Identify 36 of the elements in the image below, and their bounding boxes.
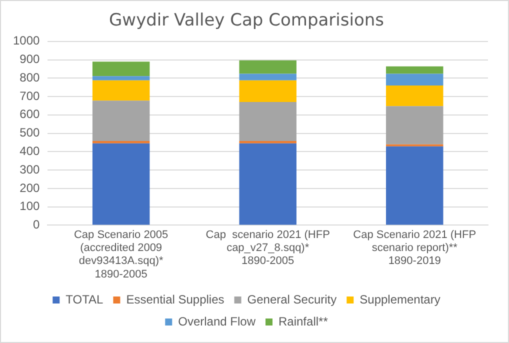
x-tick-label: Cap Scenario 2021 (HFP scenario report)** 1890-2019 xyxy=(353,228,476,268)
bar xyxy=(239,143,296,225)
bar xyxy=(92,62,150,76)
y-tick-label: 600 xyxy=(20,107,40,122)
bar xyxy=(239,60,296,74)
legend-label: Rainfall** xyxy=(278,314,328,328)
chart-title: Gwydir Valley Cap Comparisions xyxy=(109,10,384,31)
y-tick-label: 200 xyxy=(20,180,40,195)
x-tick-label: Cap scenario 2021 (HFP cap_v27_8.sqq)* 1890-2005 xyxy=(206,228,330,268)
bar xyxy=(239,102,296,142)
y-tick-label: 100 xyxy=(20,199,40,214)
bar xyxy=(239,80,296,102)
legend-label: Overland Flow xyxy=(178,314,256,328)
legend-label: Supplementary xyxy=(360,292,440,306)
y-tick-label: 500 xyxy=(20,126,40,140)
legend-label: Essential Supplies xyxy=(126,292,224,306)
x-tick-label: Cap Scenario 2005 (accredited 2009 dev93413A.sqq)* 1890-2005 xyxy=(74,228,168,280)
y-tick-label: 900 xyxy=(20,52,40,66)
bar xyxy=(92,80,150,101)
y-tick-label: 700 xyxy=(20,88,40,103)
legend-label: General Security xyxy=(247,292,337,306)
y-tick-label: 400 xyxy=(20,144,40,158)
y-tick-label: 0 xyxy=(33,218,40,232)
legend-label: TOTAL xyxy=(66,292,104,306)
bar xyxy=(92,76,150,80)
bar xyxy=(386,66,444,74)
bar xyxy=(386,86,444,106)
bar xyxy=(92,143,150,225)
bar xyxy=(386,74,444,86)
bar xyxy=(239,74,296,80)
y-tick-label: 300 xyxy=(20,162,40,176)
bar xyxy=(386,146,444,225)
bar xyxy=(92,100,150,142)
y-tick-label: 800 xyxy=(20,70,40,84)
y-tick-label: 1000 xyxy=(12,34,40,48)
bar xyxy=(386,106,444,144)
